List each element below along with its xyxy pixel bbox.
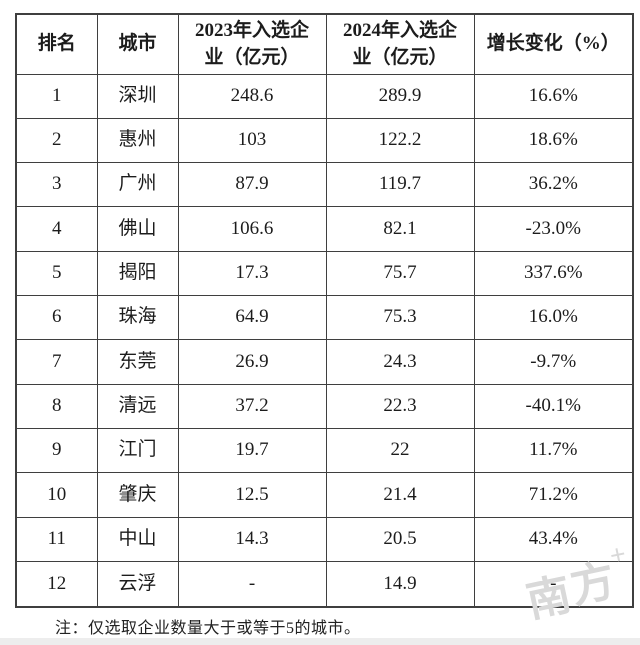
table-row: 8 清远 37.2 22.3 -40.1% bbox=[15, 383, 634, 430]
cell-2023: 14.3 bbox=[177, 516, 327, 563]
cell-city: 佛山 bbox=[96, 206, 179, 252]
cell-city: 清远 bbox=[96, 383, 179, 430]
table-row: 7 东莞 26.9 24.3 -9.7% bbox=[15, 339, 634, 385]
cell-2023: 106.6 bbox=[177, 206, 327, 252]
header-row: 排名 城市 2023年入选企业（亿元） 2024年入选企业（亿元） 增长变化（%… bbox=[15, 13, 634, 75]
cell-2023: 64.9 bbox=[177, 295, 327, 341]
cell-rank: 8 bbox=[15, 383, 98, 430]
cell-2024: 122.2 bbox=[325, 117, 475, 164]
cell-change: -23.0% bbox=[473, 206, 634, 252]
cell-change: -40.1% bbox=[473, 383, 634, 430]
col-header-city: 城市 bbox=[96, 13, 179, 75]
table-row: 6 珠海 64.9 75.3 16.0% bbox=[15, 295, 634, 341]
bottom-edge-strip bbox=[0, 638, 640, 645]
cell-change: 71.2% bbox=[473, 472, 634, 518]
cell-2023: 26.9 bbox=[177, 339, 327, 385]
cell-2023: 12.5 bbox=[177, 472, 327, 518]
table-row: 1 深圳 248.6 289.9 16.6% bbox=[15, 73, 634, 119]
cell-2024: 14.9 bbox=[325, 561, 475, 608]
table-row: 4 佛山 106.6 82.1 -23.0% bbox=[15, 206, 634, 252]
cell-city: 中山 bbox=[96, 516, 179, 563]
cell-2023: 19.7 bbox=[177, 428, 327, 474]
table-row: 11 中山 14.3 20.5 43.4% bbox=[15, 516, 634, 563]
table-row: 9 江门 19.7 22 11.7% bbox=[15, 428, 634, 474]
cell-2024: 24.3 bbox=[325, 339, 475, 385]
table-row: 3 广州 87.9 119.7 36.2% bbox=[15, 162, 634, 208]
city-enterprise-table: 排名 城市 2023年入选企业（亿元） 2024年入选企业（亿元） 增长变化（%… bbox=[15, 13, 634, 608]
cell-2024: 119.7 bbox=[325, 162, 475, 208]
table-row: 10 肇庆 12.5 21.4 71.2% bbox=[15, 472, 634, 518]
cell-city: 珠海 bbox=[96, 295, 179, 341]
cell-change: 36.2% bbox=[473, 162, 634, 208]
cell-2024: 75.3 bbox=[325, 295, 475, 341]
cell-change: 18.6% bbox=[473, 117, 634, 164]
cell-2024: 75.7 bbox=[325, 250, 475, 297]
cell-2023: 103 bbox=[177, 117, 327, 164]
cell-change: - bbox=[473, 561, 634, 608]
col-header-rank: 排名 bbox=[15, 13, 98, 75]
cell-rank: 10 bbox=[15, 472, 98, 518]
cell-city: 东莞 bbox=[96, 339, 179, 385]
cell-city: 广州 bbox=[96, 162, 179, 208]
cell-2024: 20.5 bbox=[325, 516, 475, 563]
cell-2024: 82.1 bbox=[325, 206, 475, 252]
cell-rank: 6 bbox=[15, 295, 98, 341]
cell-city: 揭阳 bbox=[96, 250, 179, 297]
cell-rank: 7 bbox=[15, 339, 98, 385]
cell-rank: 5 bbox=[15, 250, 98, 297]
col-header-2023: 2023年入选企业（亿元） bbox=[177, 13, 327, 75]
cell-rank: 3 bbox=[15, 162, 98, 208]
cell-city: 肇庆 bbox=[96, 472, 179, 518]
cell-2024: 21.4 bbox=[325, 472, 475, 518]
cell-change: 11.7% bbox=[473, 428, 634, 474]
cell-2023: - bbox=[177, 561, 327, 608]
cell-2023: 248.6 bbox=[177, 73, 327, 119]
cell-rank: 12 bbox=[15, 561, 98, 608]
cell-change: 16.0% bbox=[473, 295, 634, 341]
cell-rank: 9 bbox=[15, 428, 98, 474]
cell-rank: 1 bbox=[15, 73, 98, 119]
cell-city: 江门 bbox=[96, 428, 179, 474]
cell-city: 深圳 bbox=[96, 73, 179, 119]
cell-2023: 17.3 bbox=[177, 250, 327, 297]
cell-2023: 37.2 bbox=[177, 383, 327, 430]
table-footnote: 注：仅选取企业数量大于或等于5的城市。 bbox=[55, 620, 361, 637]
table-row: 2 惠州 103 122.2 18.6% bbox=[15, 117, 634, 164]
table-row: 12 云浮 - 14.9 - bbox=[15, 561, 634, 608]
cell-change: 337.6% bbox=[473, 250, 634, 297]
cell-rank: 4 bbox=[15, 206, 98, 252]
cell-change: -9.7% bbox=[473, 339, 634, 385]
col-header-change: 增长变化（%） bbox=[473, 13, 634, 75]
cell-rank: 11 bbox=[15, 516, 98, 563]
cell-2024: 22 bbox=[325, 428, 475, 474]
cell-city: 惠州 bbox=[96, 117, 179, 164]
table-row: 5 揭阳 17.3 75.7 337.6% bbox=[15, 250, 634, 297]
cell-rank: 2 bbox=[15, 117, 98, 164]
col-header-2024: 2024年入选企业（亿元） bbox=[325, 13, 475, 75]
cell-2023: 87.9 bbox=[177, 162, 327, 208]
cell-2024: 22.3 bbox=[325, 383, 475, 430]
cell-change: 43.4% bbox=[473, 516, 634, 563]
cell-change: 16.6% bbox=[473, 73, 634, 119]
cell-2024: 289.9 bbox=[325, 73, 475, 119]
cell-city: 云浮 bbox=[96, 561, 179, 608]
